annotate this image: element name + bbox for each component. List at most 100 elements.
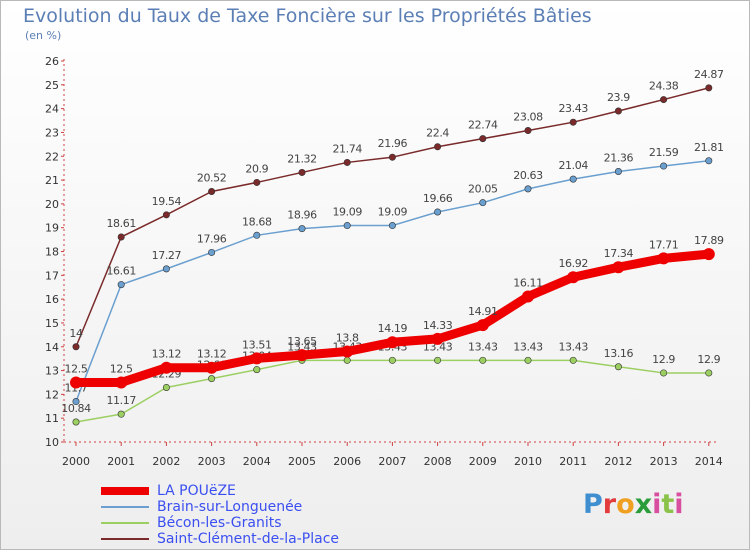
data-point-brain-sur-longuenee <box>298 225 306 233</box>
data-label-brain-sur-longuenee: 19.09 <box>332 206 362 219</box>
x-tick-label: 2009 <box>469 455 497 468</box>
x-tick-label: 2003 <box>198 455 226 468</box>
data-label-saint-clement-de-la-place: 20.9 <box>245 162 268 175</box>
data-point-brain-sur-longuenee <box>524 185 532 193</box>
data-label-saint-clement-de-la-place: 23.08 <box>513 111 543 124</box>
data-point-saint-clement-de-la-place <box>614 107 622 115</box>
data-point-becon-les-granits <box>660 369 668 377</box>
data-label-brain-sur-longuenee: 19.66 <box>423 192 453 205</box>
data-point-becon-les-granits <box>72 418 80 426</box>
data-label-saint-clement-de-la-place: 23.43 <box>558 102 588 115</box>
data-label-la-poueze: 14.19 <box>378 322 408 335</box>
legend-label-brain-sur-longuenee: Brain-sur-Longuenée <box>157 499 303 515</box>
data-point-brain-sur-longuenee <box>479 199 487 207</box>
data-point-brain-sur-longuenee <box>253 231 261 239</box>
x-tick-label: 2000 <box>62 455 90 468</box>
data-label-becon-les-granits: 12.9 <box>652 353 675 366</box>
data-label-la-poueze: 16.11 <box>513 277 543 290</box>
y-tick-label: 22 <box>45 150 59 163</box>
data-point-saint-clement-de-la-place <box>117 233 125 241</box>
legend-item-la-poueze: LA POUëZE <box>101 483 361 500</box>
data-label-saint-clement-de-la-place: 14 <box>69 327 83 340</box>
data-label-la-poueze: 13.12 <box>197 348 227 361</box>
data-label-la-poueze: 12.5 <box>110 362 133 375</box>
data-point-saint-clement-de-la-place <box>569 118 577 126</box>
data-point-la-poueze <box>612 261 625 274</box>
x-tick-label: 2008 <box>424 455 452 468</box>
data-point-saint-clement-de-la-place <box>72 343 80 351</box>
data-label-brain-sur-longuenee: 20.63 <box>513 169 543 182</box>
data-label-la-poueze: 14.33 <box>423 319 453 332</box>
legend-item-brain-sur-longuenee: Brain-sur-Longuenée <box>101 499 361 516</box>
data-point-la-poueze <box>296 349 308 362</box>
chart-title: Evolution du Taux de Taxe Foncière sur l… <box>23 5 592 27</box>
x-tick-label: 2002 <box>152 455 180 468</box>
data-label-becon-les-granits: 10.84 <box>61 402 91 415</box>
legend-swatch-brain-sur-longuenee <box>101 506 149 508</box>
data-point-saint-clement-de-la-place <box>253 178 261 186</box>
data-label-saint-clement-de-la-place: 18.61 <box>106 217 136 230</box>
data-label-saint-clement-de-la-place: 23.9 <box>607 91 630 104</box>
data-point-saint-clement-de-la-place <box>479 135 487 143</box>
data-label-brain-sur-longuenee: 21.59 <box>649 146 679 159</box>
legend-item-saint-clement-de-la-place: Saint-Clément-de-la-Place <box>101 531 361 548</box>
data-point-brain-sur-longuenee <box>660 162 668 170</box>
x-tick-label: 2013 <box>650 455 678 468</box>
data-label-la-poueze: 17.34 <box>604 247 634 260</box>
x-tick-label: 2006 <box>333 455 361 468</box>
x-tick-label: 2010 <box>514 455 542 468</box>
y-tick-label: 18 <box>45 246 59 259</box>
legend-swatch-saint-clement-de-la-place <box>101 538 149 540</box>
data-label-la-poueze: 16.92 <box>558 257 588 270</box>
data-label-brain-sur-longuenee: 19.09 <box>378 206 408 219</box>
y-tick-label: 24 <box>45 103 59 116</box>
data-label-la-poueze: 13.51 <box>242 338 272 351</box>
y-tick-label: 17 <box>45 269 59 282</box>
data-point-becon-les-granits <box>388 356 396 364</box>
data-label-saint-clement-de-la-place: 21.32 <box>287 152 317 165</box>
y-tick-label: 11 <box>45 412 59 425</box>
data-point-la-poueze <box>657 252 670 265</box>
data-point-la-poueze <box>386 336 399 349</box>
data-point-saint-clement-de-la-place <box>298 168 306 176</box>
x-tick-label: 2007 <box>378 455 406 468</box>
data-label-becon-les-granits: 11.17 <box>106 394 136 407</box>
data-label-saint-clement-de-la-place: 21.74 <box>332 142 362 155</box>
data-label-brain-sur-longuenee: 18.68 <box>242 215 272 228</box>
y-tick-label: 13 <box>45 365 59 378</box>
legend-label-becon-les-granits: Bécon-les-Granits <box>157 515 282 531</box>
data-point-becon-les-granits <box>705 369 713 377</box>
data-label-la-poueze: 13.65 <box>287 335 317 348</box>
y-tick-label: 26 <box>45 55 59 68</box>
data-point-saint-clement-de-la-place <box>660 96 668 104</box>
data-point-saint-clement-de-la-place <box>524 127 532 135</box>
data-point-brain-sur-longuenee <box>614 167 622 175</box>
data-label-becon-les-granits: 13.43 <box>468 340 498 353</box>
data-point-becon-les-granits <box>343 356 351 364</box>
data-point-brain-sur-longuenee <box>569 175 577 183</box>
legend-swatch-becon-les-granits <box>101 522 149 524</box>
proxiti-logo: Proxiti <box>583 489 684 520</box>
y-tick-label: 25 <box>45 79 59 92</box>
y-tick-label: 16 <box>45 293 59 306</box>
data-label-la-poueze: 13.12 <box>152 348 182 361</box>
y-tick-label: 14 <box>45 341 59 354</box>
data-point-brain-sur-longuenee <box>117 281 125 289</box>
data-label-brain-sur-longuenee: 17.96 <box>197 232 227 245</box>
data-point-la-poueze <box>70 376 82 389</box>
y-tick-label: 21 <box>45 174 59 187</box>
data-label-la-poueze: 12.5 <box>65 362 88 375</box>
data-label-brain-sur-longuenee: 20.05 <box>468 183 498 196</box>
data-label-saint-clement-de-la-place: 19.54 <box>152 195 182 208</box>
data-point-becon-les-granits <box>569 356 577 364</box>
legend-item-becon-les-granits: Bécon-les-Granits <box>101 515 361 532</box>
data-label-brain-sur-longuenee: 21.81 <box>694 141 724 154</box>
data-label-becon-les-granits: 12.9 <box>697 353 720 366</box>
data-point-saint-clement-de-la-place <box>388 153 396 161</box>
data-point-brain-sur-longuenee <box>72 398 80 406</box>
data-point-becon-les-granits <box>162 383 170 391</box>
y-tick-label: 19 <box>45 222 59 235</box>
data-label-saint-clement-de-la-place: 22.4 <box>426 127 449 140</box>
